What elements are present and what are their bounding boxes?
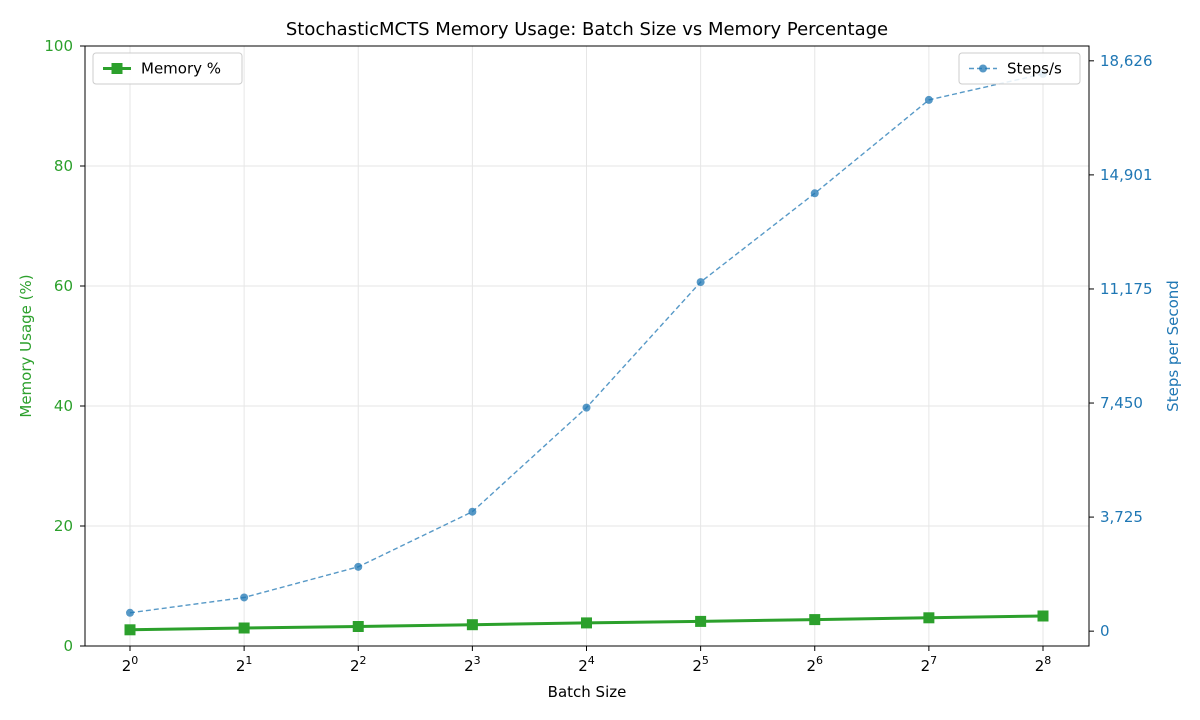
x-tick-label: 20 (122, 654, 139, 675)
right-axis-label: Steps per Second (1164, 280, 1182, 412)
legend-box (958, 52, 1081, 85)
data-point-steps-s (240, 593, 249, 602)
series-layer (124, 69, 1049, 636)
x-tick-label: 27 (921, 654, 938, 675)
right-tick-label: 18,626 (1100, 52, 1153, 70)
x-tick-label: 24 (578, 654, 595, 675)
data-point-memory (466, 619, 478, 631)
legend-box (92, 52, 243, 85)
data-point-steps-s (810, 189, 819, 198)
data-point-steps-s (924, 95, 933, 104)
data-point-steps-s (126, 608, 134, 617)
data-point-memory (1037, 610, 1049, 622)
left-tick-label: 20 (54, 517, 73, 535)
left-tick-label: 80 (54, 157, 73, 175)
x-tick-label: 25 (692, 654, 709, 675)
chart-title: StochasticMCTS Memory Usage: Batch Size … (286, 19, 888, 40)
left-tick-label: 40 (54, 397, 73, 415)
data-point-steps-s (468, 507, 477, 516)
data-point-memory (695, 615, 707, 627)
left-tick-label: 0 (63, 637, 73, 655)
data-point-memory (238, 622, 250, 634)
x-axis-ticks: 20 21 22 23 24 25 26 27 28 (122, 646, 1052, 675)
data-point-memory (923, 612, 935, 624)
legend-label: Steps/s (1007, 60, 1062, 78)
data-point-memory (809, 614, 821, 626)
right-tick-label: 0 (1100, 622, 1110, 640)
data-point-steps-s (582, 403, 591, 412)
x-tick-label: 21 (236, 654, 253, 675)
data-point-steps-s (696, 278, 705, 287)
right-tick-label: 14,901 (1100, 166, 1153, 184)
data-point-memory (124, 624, 136, 636)
right-tick-label: 3,725 (1100, 508, 1143, 526)
x-tick-label: 26 (806, 654, 823, 675)
left-tick-label: 60 (54, 277, 73, 295)
legend-label: Memory % (141, 60, 221, 78)
right-tick-label: 7,450 (1100, 394, 1143, 412)
legend-swatch-marker (979, 64, 987, 73)
x-axis-label: Batch Size (548, 683, 627, 701)
data-point-steps-s (354, 562, 363, 571)
left-axis-ticks: 0 20 40 60 80 100 (44, 37, 85, 655)
right-axis-ticks: 0 3,725 7,450 11,175 14,901 18,626 (1089, 52, 1153, 640)
data-point-memory (352, 621, 364, 632)
legend-steps: Steps/s (958, 52, 1081, 85)
right-tick-label: 11,175 (1100, 280, 1153, 298)
x-tick-label: 22 (350, 654, 367, 675)
left-tick-label: 100 (44, 37, 73, 55)
legend-memory: Memory % (92, 52, 243, 85)
legend-swatch-marker (111, 63, 123, 74)
x-tick-label: 23 (464, 654, 481, 675)
x-tick-label: 28 (1035, 654, 1052, 675)
data-point-memory (581, 617, 592, 629)
left-axis-label: Memory Usage (%) (17, 274, 35, 417)
